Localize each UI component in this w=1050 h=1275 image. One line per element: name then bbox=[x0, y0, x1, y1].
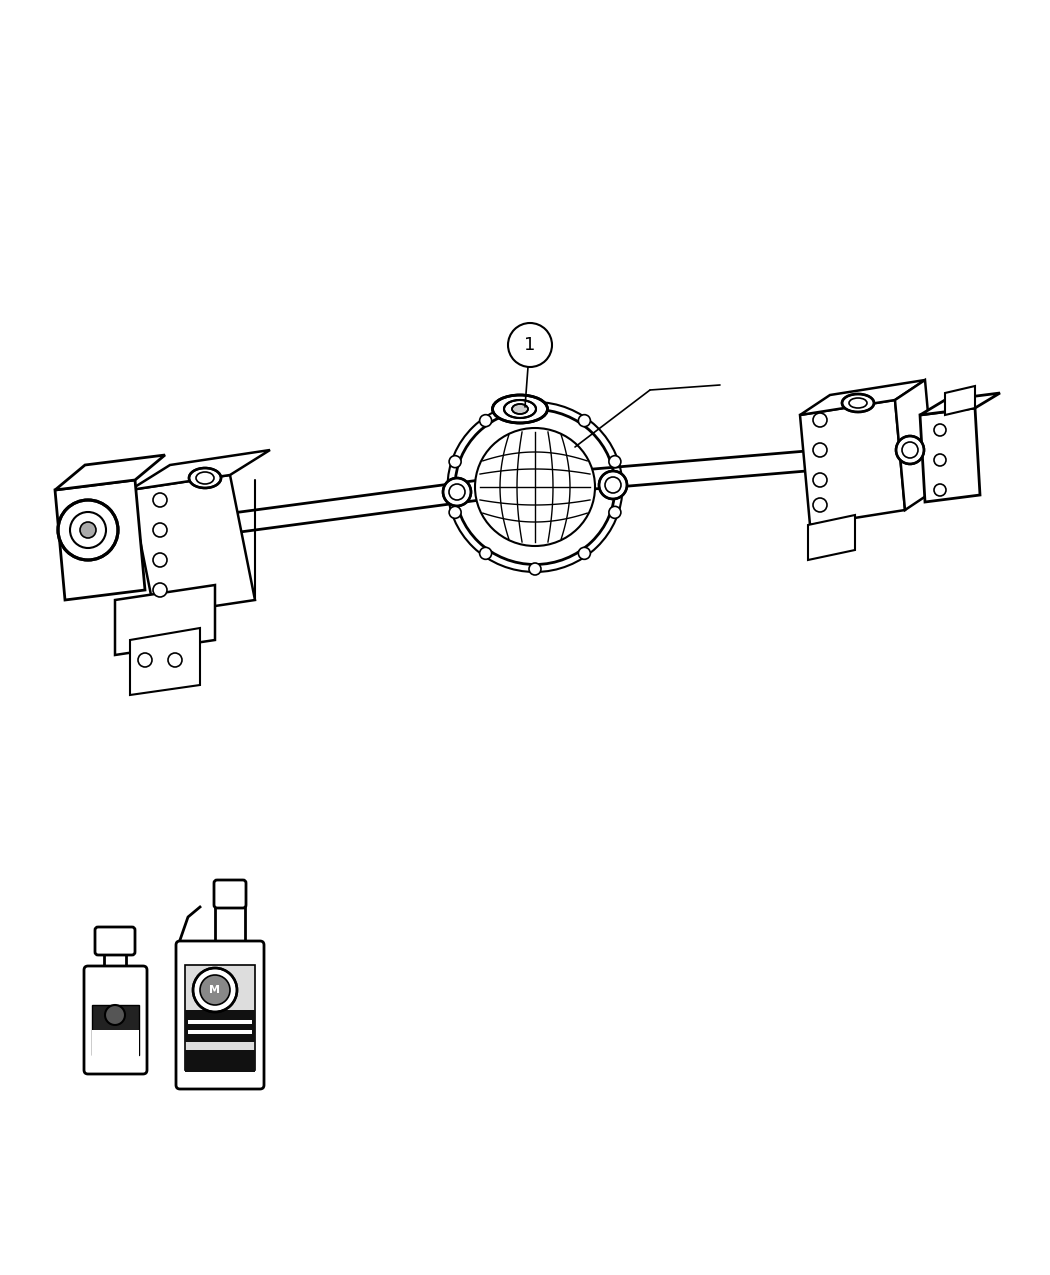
Polygon shape bbox=[920, 393, 1000, 414]
FancyBboxPatch shape bbox=[188, 1020, 252, 1024]
Circle shape bbox=[168, 653, 182, 667]
Circle shape bbox=[105, 1005, 125, 1025]
Circle shape bbox=[934, 425, 946, 436]
FancyBboxPatch shape bbox=[84, 966, 147, 1074]
FancyBboxPatch shape bbox=[185, 1051, 255, 1072]
Polygon shape bbox=[808, 515, 855, 560]
Circle shape bbox=[193, 968, 237, 1012]
Ellipse shape bbox=[598, 470, 627, 499]
Circle shape bbox=[813, 499, 827, 513]
Circle shape bbox=[896, 436, 924, 464]
Polygon shape bbox=[945, 386, 975, 414]
FancyBboxPatch shape bbox=[92, 1046, 139, 1065]
Circle shape bbox=[200, 975, 230, 1005]
Circle shape bbox=[508, 323, 552, 367]
Circle shape bbox=[480, 414, 491, 427]
FancyBboxPatch shape bbox=[188, 1030, 252, 1034]
Polygon shape bbox=[920, 408, 980, 502]
FancyBboxPatch shape bbox=[92, 1005, 139, 1054]
Polygon shape bbox=[800, 380, 925, 414]
Circle shape bbox=[813, 473, 827, 487]
Ellipse shape bbox=[492, 395, 547, 423]
Circle shape bbox=[934, 484, 946, 496]
FancyBboxPatch shape bbox=[176, 941, 264, 1089]
Circle shape bbox=[579, 414, 590, 427]
Circle shape bbox=[529, 399, 541, 411]
Polygon shape bbox=[130, 450, 270, 490]
Polygon shape bbox=[55, 479, 145, 601]
Circle shape bbox=[153, 523, 167, 537]
Ellipse shape bbox=[443, 478, 471, 506]
Circle shape bbox=[934, 454, 946, 465]
Ellipse shape bbox=[475, 428, 595, 546]
Text: 1: 1 bbox=[524, 337, 536, 354]
Circle shape bbox=[153, 553, 167, 567]
Ellipse shape bbox=[842, 394, 874, 412]
Circle shape bbox=[480, 547, 491, 560]
Ellipse shape bbox=[512, 404, 528, 414]
Circle shape bbox=[609, 455, 621, 468]
Polygon shape bbox=[895, 380, 934, 510]
Polygon shape bbox=[130, 476, 255, 615]
Circle shape bbox=[609, 506, 621, 519]
FancyBboxPatch shape bbox=[92, 1030, 139, 1046]
Circle shape bbox=[153, 583, 167, 597]
Circle shape bbox=[449, 506, 461, 519]
Circle shape bbox=[813, 442, 827, 456]
Circle shape bbox=[813, 413, 827, 427]
FancyBboxPatch shape bbox=[185, 1010, 255, 1042]
Circle shape bbox=[449, 455, 461, 468]
Circle shape bbox=[58, 500, 118, 560]
Polygon shape bbox=[800, 400, 905, 525]
FancyBboxPatch shape bbox=[214, 880, 246, 908]
Circle shape bbox=[579, 547, 590, 560]
Circle shape bbox=[80, 521, 96, 538]
Polygon shape bbox=[130, 629, 200, 695]
Circle shape bbox=[529, 564, 541, 575]
Circle shape bbox=[153, 493, 167, 507]
FancyBboxPatch shape bbox=[185, 965, 255, 1070]
FancyBboxPatch shape bbox=[94, 927, 135, 955]
Text: M: M bbox=[210, 986, 220, 994]
Circle shape bbox=[138, 653, 152, 667]
Ellipse shape bbox=[504, 400, 536, 418]
Polygon shape bbox=[116, 585, 215, 655]
Ellipse shape bbox=[189, 468, 220, 488]
Polygon shape bbox=[55, 455, 165, 490]
Circle shape bbox=[455, 407, 615, 567]
